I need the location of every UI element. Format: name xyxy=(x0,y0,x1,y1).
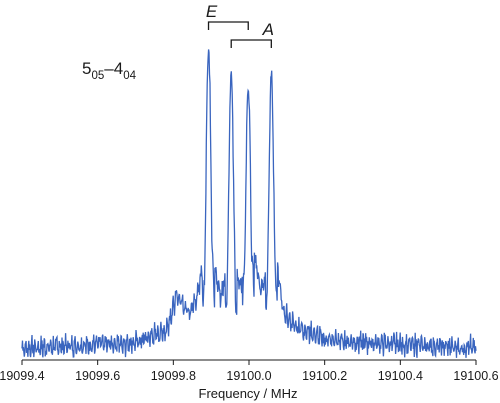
annotation-bracket xyxy=(230,39,272,48)
x-tick-label: 19099.6 xyxy=(75,369,120,383)
spectrum-line-layer xyxy=(21,49,477,358)
x-axis-title: Frequency / MHz xyxy=(199,386,298,401)
x-tick-label: 19100.6 xyxy=(453,369,498,383)
x-tick-label: 19100.4 xyxy=(378,369,423,383)
x-tick-label: 19100.2 xyxy=(302,369,347,383)
annotation-layer: EA xyxy=(206,2,274,48)
x-tick-label: 19099.8 xyxy=(151,369,196,383)
transition-label: 505–404 xyxy=(82,59,137,82)
annotation-label: E xyxy=(206,2,218,21)
x-tick-label: 19100.0 xyxy=(226,369,271,383)
annotation-bracket xyxy=(207,21,249,30)
x-axis: 19099.4 19099.6 19099.8 19100.0 19100.2 19100… xyxy=(0,359,499,383)
spectrum-line xyxy=(21,49,477,358)
annotation-label: A xyxy=(262,20,274,39)
x-tick-label: 19099.4 xyxy=(0,369,45,383)
